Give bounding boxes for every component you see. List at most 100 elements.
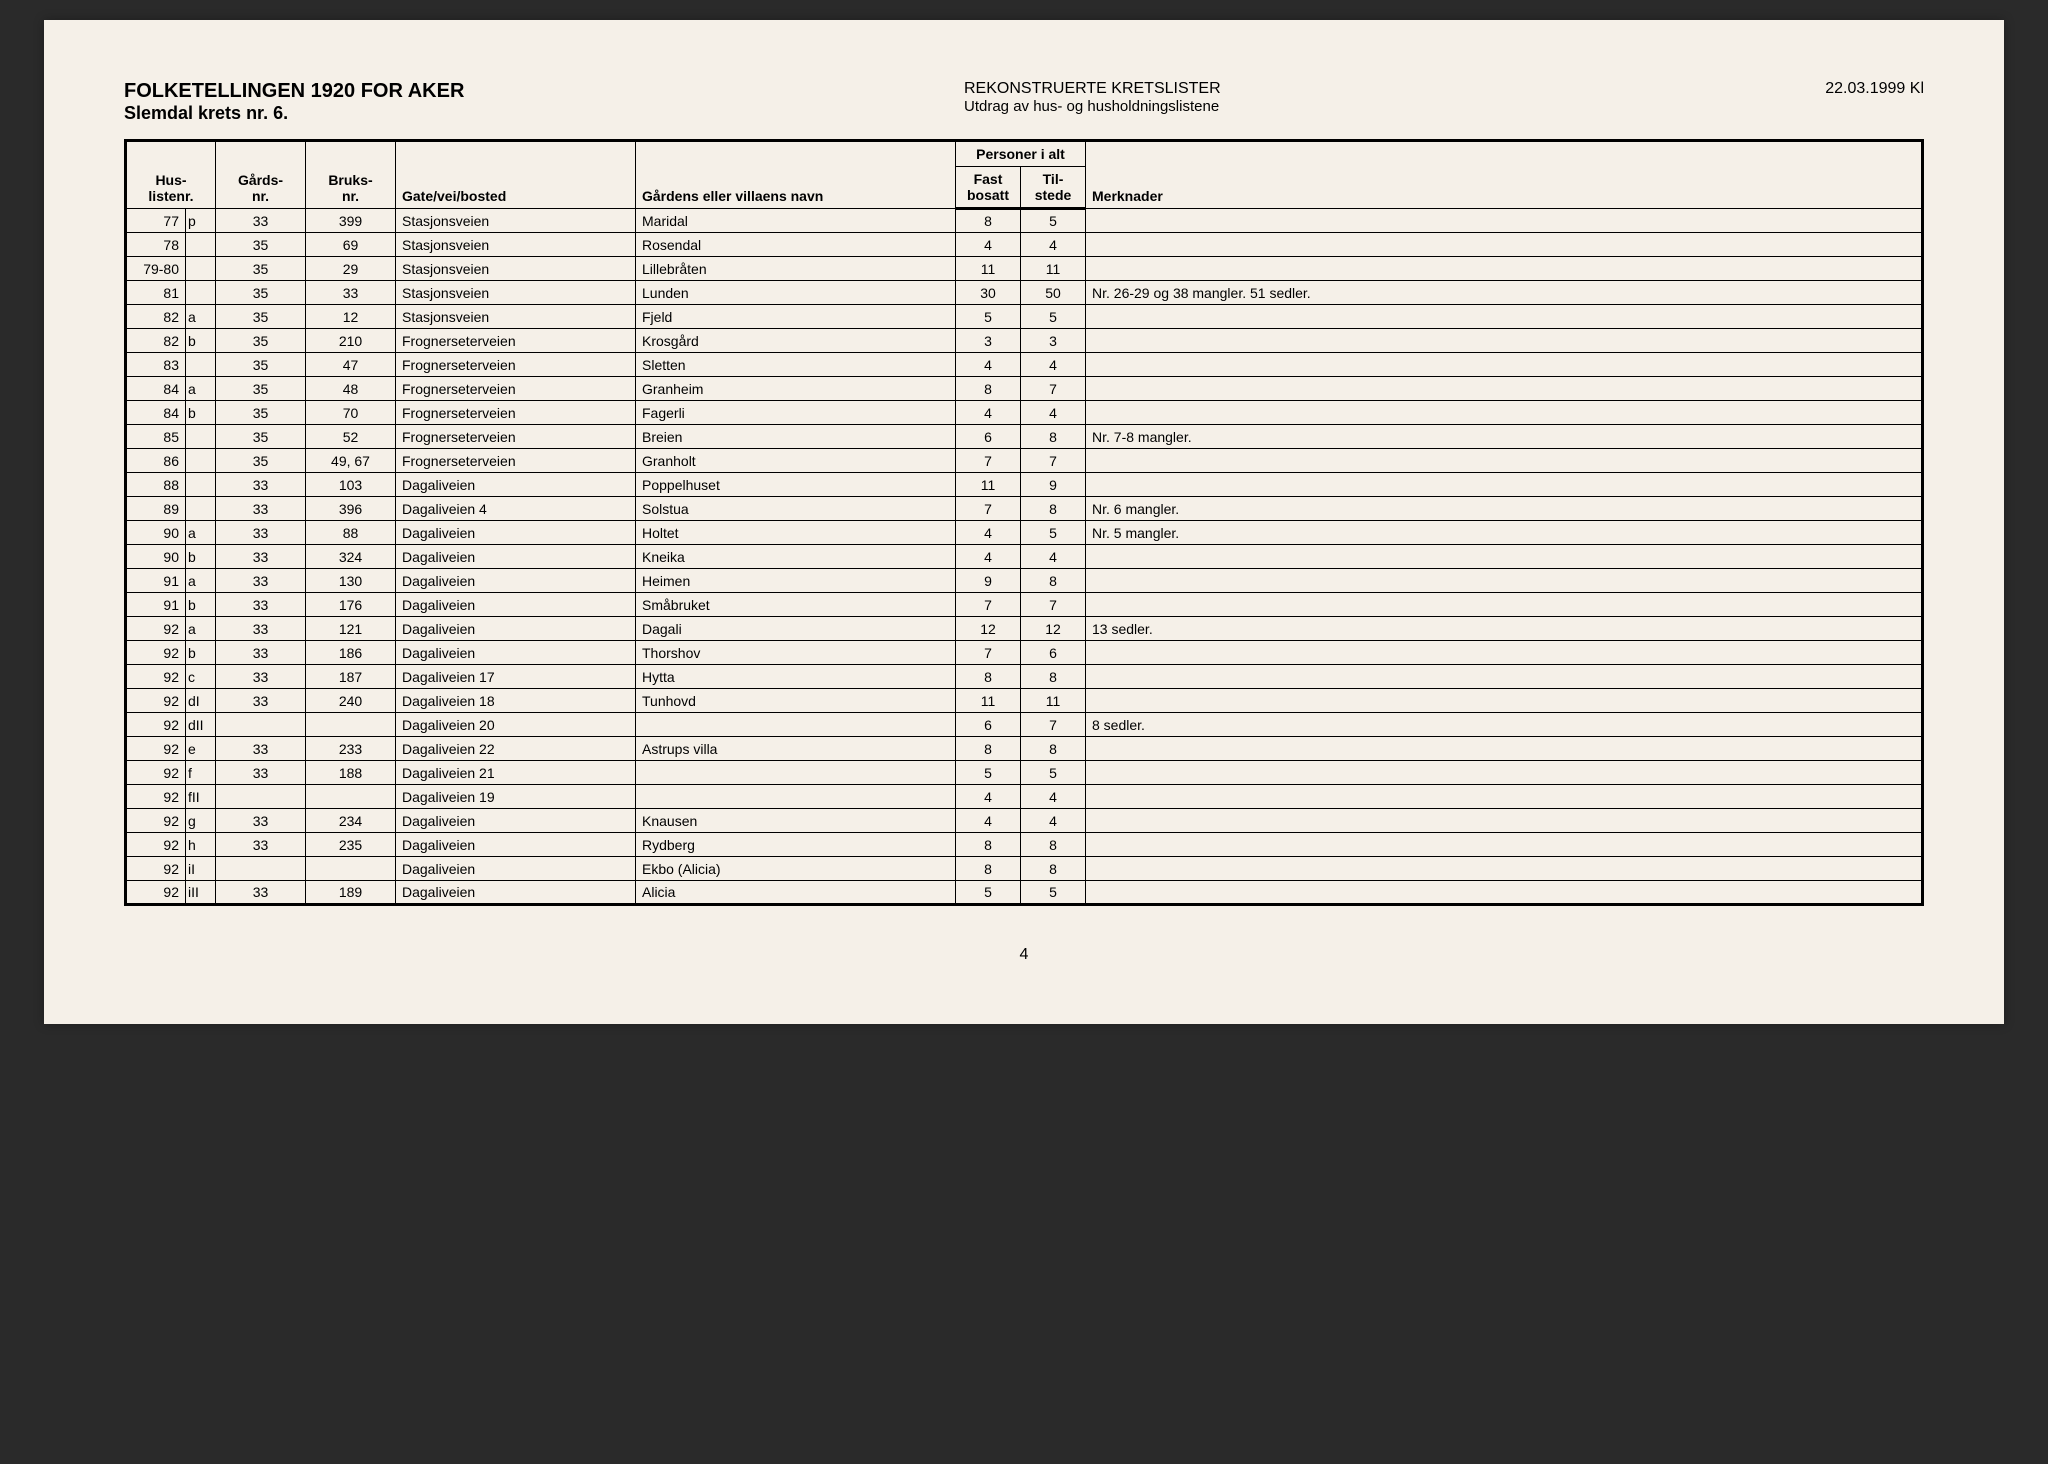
cell-fast: 3 <box>956 329 1021 353</box>
cell-gate: Dagaliveien <box>396 617 636 641</box>
cell-gards: 35 <box>216 449 306 473</box>
table-row: 92g33234DagaliveienKnausen44 <box>126 809 1923 833</box>
cell-gardens: Granheim <box>636 377 956 401</box>
cell-bruks: 33 <box>306 281 396 305</box>
cell-gards: 33 <box>216 689 306 713</box>
cell-fast: 30 <box>956 281 1021 305</box>
cell-suffix: a <box>186 305 216 329</box>
cell-gate: Dagaliveien <box>396 545 636 569</box>
table-row: 863549, 67FrognerseterveienGranholt77 <box>126 449 1923 473</box>
cell-gards: 35 <box>216 281 306 305</box>
cell-gate: Dagaliveien <box>396 809 636 833</box>
col-fast: Fastbosatt <box>956 167 1021 209</box>
cell-suffix: b <box>186 545 216 569</box>
cell-til: 8 <box>1021 737 1086 761</box>
cell-bruks: 396 <box>306 497 396 521</box>
title-sub: Slemdal krets nr. 6. <box>124 103 884 124</box>
cell-gardens: Poppelhuset <box>636 473 956 497</box>
cell-husliste: 92 <box>126 641 186 665</box>
cell-gards <box>216 857 306 881</box>
title-main: FOLKETELLINGEN 1920 FOR AKER <box>124 80 884 103</box>
table-row: 833547FrognerseterveienSletten44 <box>126 353 1923 377</box>
cell-husliste: 91 <box>126 593 186 617</box>
cell-suffix: a <box>186 617 216 641</box>
table-row: 813533StasjonsveienLunden3050Nr. 26-29 o… <box>126 281 1923 305</box>
center-sub: Utdrag av hus- og husholdningslistene <box>964 98 1724 115</box>
cell-gardens: Rydberg <box>636 833 956 857</box>
cell-merk <box>1086 401 1923 425</box>
cell-gards: 35 <box>216 305 306 329</box>
table-row: 91a33130DagaliveienHeimen98 <box>126 569 1923 593</box>
cell-gate: Dagaliveien 22 <box>396 737 636 761</box>
cell-gardens: Hytta <box>636 665 956 689</box>
cell-merk <box>1086 377 1923 401</box>
cell-suffix: iII <box>186 881 216 905</box>
cell-gate: Dagaliveien <box>396 593 636 617</box>
cell-til: 4 <box>1021 353 1086 377</box>
cell-husliste: 91 <box>126 569 186 593</box>
cell-gate: Dagaliveien <box>396 473 636 497</box>
table-row: 92iII33189DagaliveienAlicia55 <box>126 881 1923 905</box>
cell-til: 8 <box>1021 497 1086 521</box>
cell-suffix: a <box>186 377 216 401</box>
cell-gards: 33 <box>216 833 306 857</box>
cell-merk <box>1086 761 1923 785</box>
cell-fast: 4 <box>956 353 1021 377</box>
cell-bruks: 187 <box>306 665 396 689</box>
cell-gards: 33 <box>216 545 306 569</box>
cell-husliste: 82 <box>126 305 186 329</box>
cell-bruks <box>306 713 396 737</box>
table-row: 92f33188Dagaliveien 2155 <box>126 761 1923 785</box>
center-title: REKONSTRUERTE KRETSLISTER <box>964 80 1724 98</box>
cell-gards: 33 <box>216 593 306 617</box>
cell-til: 50 <box>1021 281 1086 305</box>
cell-bruks: 186 <box>306 641 396 665</box>
page-header: FOLKETELLINGEN 1920 FOR AKER Slemdal kre… <box>124 80 1924 124</box>
cell-merk <box>1086 329 1923 353</box>
cell-bruks: 52 <box>306 425 396 449</box>
cell-gardens: Granholt <box>636 449 956 473</box>
cell-bruks: 399 <box>306 209 396 233</box>
cell-suffix <box>186 233 216 257</box>
cell-suffix <box>186 425 216 449</box>
cell-gardens: Krosgård <box>636 329 956 353</box>
cell-gards: 35 <box>216 257 306 281</box>
cell-bruks: 103 <box>306 473 396 497</box>
cell-suffix: dI <box>186 689 216 713</box>
col-gate: Gate/vei/bosted <box>396 141 636 209</box>
col-husliste: Hus-listenr. <box>126 141 216 209</box>
cell-suffix <box>186 281 216 305</box>
cell-til: 6 <box>1021 641 1086 665</box>
cell-bruks: 189 <box>306 881 396 905</box>
cell-bruks: 47 <box>306 353 396 377</box>
cell-husliste: 84 <box>126 401 186 425</box>
cell-merk <box>1086 689 1923 713</box>
cell-til: 8 <box>1021 833 1086 857</box>
cell-gate: Dagaliveien 17 <box>396 665 636 689</box>
cell-gards: 33 <box>216 737 306 761</box>
cell-gate: Frognerseterveien <box>396 377 636 401</box>
cell-gate: Stasjonsveien <box>396 305 636 329</box>
cell-suffix <box>186 353 216 377</box>
cell-gate: Stasjonsveien <box>396 281 636 305</box>
cell-gards: 35 <box>216 401 306 425</box>
cell-merk <box>1086 785 1923 809</box>
cell-suffix <box>186 257 216 281</box>
cell-suffix: b <box>186 593 216 617</box>
cell-fast: 4 <box>956 233 1021 257</box>
cell-merk <box>1086 569 1923 593</box>
cell-gardens: Astrups villa <box>636 737 956 761</box>
cell-husliste: 85 <box>126 425 186 449</box>
cell-gate: Dagaliveien 19 <box>396 785 636 809</box>
table-row: 84b3570FrognerseterveienFagerli44 <box>126 401 1923 425</box>
cell-merk: 8 sedler. <box>1086 713 1923 737</box>
cell-bruks: 49, 67 <box>306 449 396 473</box>
cell-suffix: b <box>186 401 216 425</box>
cell-merk <box>1086 833 1923 857</box>
cell-til: 4 <box>1021 401 1086 425</box>
cell-gate: Dagaliveien 18 <box>396 689 636 713</box>
cell-gards: 33 <box>216 881 306 905</box>
table-row: 90a3388DagaliveienHoltet45Nr. 5 mangler. <box>126 521 1923 545</box>
cell-merk: Nr. 7-8 mangler. <box>1086 425 1923 449</box>
cell-gate: Frognerseterveien <box>396 425 636 449</box>
